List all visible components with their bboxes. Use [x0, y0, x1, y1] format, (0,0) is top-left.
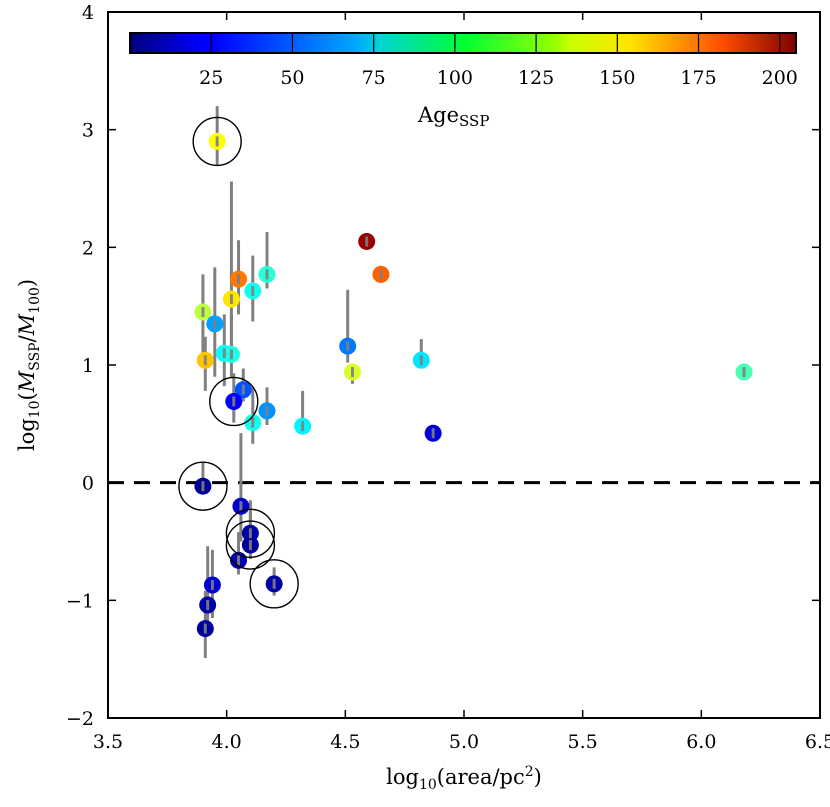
y-axis-label-slash: / — [15, 334, 39, 342]
colorbar-tick-label: 200 — [762, 67, 798, 89]
highlight-circle — [209, 376, 259, 427]
y-tick-label: 4 — [82, 2, 94, 24]
point-layer — [194, 132, 753, 638]
y-axis-label-m2: M — [15, 313, 39, 336]
y-axis-label-100: 100 — [27, 287, 43, 314]
colorbar-gradient — [129, 32, 797, 54]
x-axis-label-log-base: 10 — [419, 777, 437, 793]
highlight-circle — [225, 520, 276, 570]
colorbar-tick-label: 75 — [362, 67, 386, 89]
plot-background — [108, 12, 820, 718]
x-tick-label: 5.0 — [449, 731, 479, 753]
y-tick-label: 1 — [82, 355, 94, 377]
highlight-circle — [249, 559, 299, 609]
y-tick-label: 0 — [82, 473, 94, 495]
x-tick-label: 5.5 — [568, 731, 598, 753]
colorbar-tick-label: 25 — [199, 67, 223, 89]
colorbar-tick-label: 150 — [599, 67, 635, 89]
colorbar-label: AgeSSP — [417, 103, 489, 130]
x-axis-label-exponent: 2 — [525, 764, 534, 780]
x-tick-label: 6.0 — [686, 731, 716, 753]
colorbar-label-subscript: SSP — [459, 112, 489, 130]
y-tick-label: −1 — [66, 590, 94, 612]
plot-area — [108, 12, 820, 718]
x-tick-label: 3.5 — [93, 731, 123, 753]
highlight-circle — [225, 508, 276, 558]
colorbar-tick-label: 100 — [437, 67, 473, 89]
y-tick-label: 3 — [82, 120, 94, 142]
colorbar-tick-label: 175 — [680, 67, 716, 89]
y-axis-label: log10(MSSP/M100) — [15, 279, 43, 451]
colorbar-tick-label: 50 — [280, 67, 304, 89]
highlight-circle — [192, 116, 242, 167]
y-axis-label-open: ( — [15, 392, 39, 400]
y-tick-label: −2 — [66, 708, 94, 730]
x-tick-label: 4.0 — [212, 731, 242, 753]
colorbar-ticks: 25 50 75 100 125 150 175 200 — [199, 33, 798, 89]
colorbar-tick-label: 125 — [518, 67, 554, 89]
y-axis-label-log-base: 10 — [27, 400, 43, 418]
x-tick-label: 4.5 — [330, 731, 360, 753]
y-axis-label-m: M — [15, 370, 39, 393]
x-tick-label: 6.5 — [805, 731, 830, 753]
x-axis-label-body: (area/pc — [437, 765, 525, 789]
y-tick-label: 2 — [82, 237, 94, 259]
y-axis-label-close: ) — [15, 279, 39, 287]
axis-ticks: 3.5 4.0 4.5 5.0 5.5 6.0 6.5 −2 −1 0 1 2 3 4 — [66, 2, 830, 753]
x-axis-label-close: ) — [534, 765, 542, 789]
plot-border — [107, 11, 821, 719]
y-axis-label-ssp: SSP — [27, 342, 43, 370]
highlight-circle-layer — [178, 116, 299, 609]
x-axis-label: log10(area/pc2) — [386, 764, 542, 793]
highlight-circle — [178, 461, 228, 511]
colorbar: 25 50 75 100 125 150 175 200 AgeSSP — [129, 32, 798, 130]
